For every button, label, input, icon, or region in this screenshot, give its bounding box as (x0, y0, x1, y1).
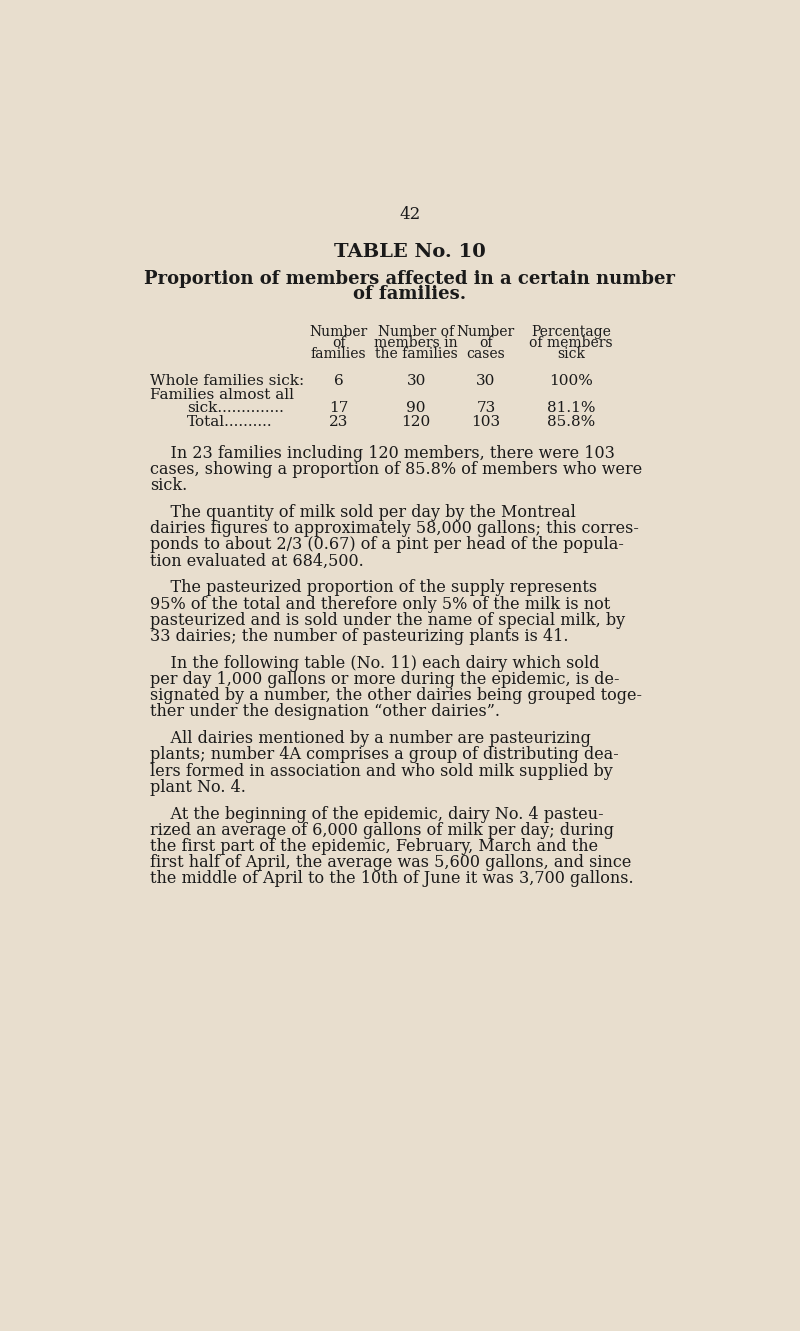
Text: 42: 42 (399, 206, 421, 222)
Text: cases, showing a proportion of 85.8% of members who were: cases, showing a proportion of 85.8% of … (150, 461, 642, 478)
Text: of: of (479, 335, 493, 350)
Text: plants; number 4A comprises a group of distributing dea-: plants; number 4A comprises a group of d… (150, 747, 619, 764)
Text: 17: 17 (329, 401, 348, 415)
Text: 73: 73 (476, 401, 495, 415)
Text: Number: Number (310, 325, 368, 339)
Text: 6: 6 (334, 374, 343, 387)
Text: Proportion of members affected in a certain number: Proportion of members affected in a cert… (145, 270, 675, 287)
Text: pasteurized and is sold under the name of special milk, by: pasteurized and is sold under the name o… (150, 612, 626, 628)
Text: the middle of April to the 10th of June it was 3,700 gallons.: the middle of April to the 10th of June … (150, 870, 634, 888)
Text: sick: sick (558, 347, 586, 361)
Text: lers formed in association and who sold milk supplied by: lers formed in association and who sold … (150, 763, 613, 780)
Text: 120: 120 (402, 415, 431, 430)
Text: members in: members in (374, 335, 458, 350)
Text: Number of: Number of (378, 325, 454, 339)
Text: ther under the designation “other dairies”.: ther under the designation “other dairie… (150, 703, 500, 720)
Text: All dairies mentioned by a number are pasteurizing: All dairies mentioned by a number are pa… (150, 731, 591, 747)
Text: tion evaluated at 684,500.: tion evaluated at 684,500. (150, 552, 364, 570)
Text: Whole families sick:: Whole families sick: (150, 374, 305, 387)
Text: Number: Number (457, 325, 515, 339)
Text: 95% of the total and therefore only 5% of the milk is not: 95% of the total and therefore only 5% o… (150, 595, 610, 612)
Text: ponds to about 2/3 (0.67) of a pint per head of the popula-: ponds to about 2/3 (0.67) of a pint per … (150, 536, 624, 554)
Text: sick.: sick. (150, 476, 188, 494)
Text: 33 dairies; the number of pasteurizing plants is 41.: 33 dairies; the number of pasteurizing p… (150, 628, 569, 646)
Text: At the beginning of the epidemic, dairy No. 4 pasteu-: At the beginning of the epidemic, dairy … (150, 805, 604, 823)
Text: families: families (311, 347, 366, 361)
Text: Total..........: Total.......... (187, 415, 273, 430)
Text: 100%: 100% (550, 374, 593, 387)
Text: the first part of the epidemic, February, March and the: the first part of the epidemic, February… (150, 839, 598, 855)
Text: per day 1,000 gallons or more during the epidemic, is de-: per day 1,000 gallons or more during the… (150, 671, 620, 688)
Text: of members: of members (530, 335, 613, 350)
Text: dairies figures to approximately 58,000 gallons; this corres-: dairies figures to approximately 58,000 … (150, 520, 639, 538)
Text: In 23 families including 120 members, there were 103: In 23 families including 120 members, th… (150, 445, 615, 462)
Text: 85.8%: 85.8% (547, 415, 595, 430)
Text: 30: 30 (406, 374, 426, 387)
Text: of families.: of families. (354, 285, 466, 303)
Text: In the following table (No. 11) each dairy which sold: In the following table (No. 11) each dai… (150, 655, 600, 672)
Text: the families: the families (375, 347, 458, 361)
Text: signated by a number, the other dairies being grouped toge-: signated by a number, the other dairies … (150, 687, 642, 704)
Text: The quantity of milk sold per day by the Montreal: The quantity of milk sold per day by the… (150, 504, 576, 520)
Text: rized an average of 6,000 gallons of milk per day; during: rized an average of 6,000 gallons of mil… (150, 823, 614, 839)
Text: first half of April, the average was 5,600 gallons, and since: first half of April, the average was 5,6… (150, 855, 632, 872)
Text: 23: 23 (329, 415, 348, 430)
Text: of: of (332, 335, 346, 350)
Text: cases: cases (466, 347, 506, 361)
Text: 81.1%: 81.1% (547, 401, 595, 415)
Text: Percentage: Percentage (531, 325, 611, 339)
Text: Families almost all: Families almost all (150, 387, 294, 402)
Text: TABLE No. 10: TABLE No. 10 (334, 242, 486, 261)
Text: plant No. 4.: plant No. 4. (150, 779, 246, 796)
Text: sick..............: sick.............. (187, 401, 284, 415)
Text: The pasteurized proportion of the supply represents: The pasteurized proportion of the supply… (150, 579, 598, 596)
Text: 30: 30 (476, 374, 496, 387)
Text: 90: 90 (406, 401, 426, 415)
Text: 103: 103 (471, 415, 501, 430)
